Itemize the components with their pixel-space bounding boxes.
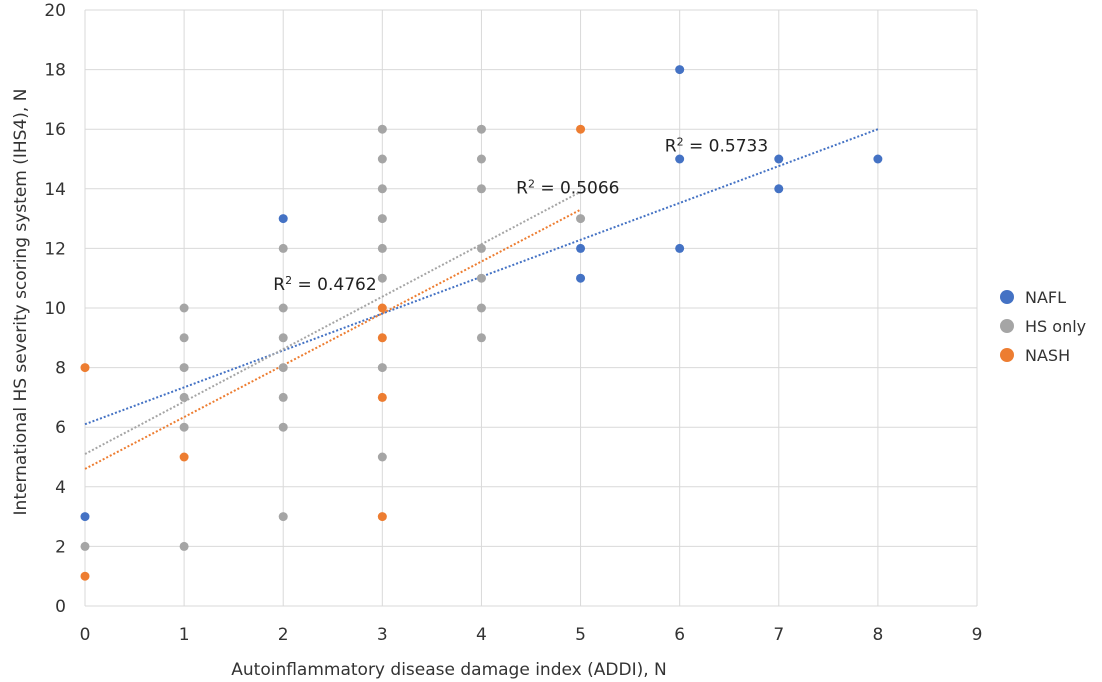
r2-label: R2 = 0.4762 xyxy=(273,274,376,296)
data-point xyxy=(179,363,189,373)
data-point xyxy=(476,184,486,194)
y-tick-label: 8 xyxy=(55,359,66,379)
data-point xyxy=(774,154,784,164)
data-point xyxy=(377,124,387,134)
x-tick-label: 2 xyxy=(278,625,289,645)
data-point xyxy=(80,363,90,373)
data-point xyxy=(179,303,189,313)
data-point xyxy=(476,154,486,164)
x-tick-label: 4 xyxy=(476,625,487,645)
data-point xyxy=(476,303,486,313)
data-point xyxy=(476,273,486,283)
grid-lines xyxy=(84,9,978,607)
y-axis-title: International HS severity scoring system… xyxy=(11,89,31,516)
legend-label: NAFL xyxy=(1025,288,1066,307)
r2-label: R2 = 0.5066 xyxy=(516,177,619,199)
y-tick-label: 2 xyxy=(55,537,66,557)
data-points xyxy=(80,65,883,581)
data-point xyxy=(377,154,387,164)
data-point xyxy=(873,154,883,164)
y-tick-label: 18 xyxy=(44,61,66,81)
y-tick-label: 14 xyxy=(44,180,66,200)
x-tick-label: 0 xyxy=(80,625,91,645)
x-tick-label: 1 xyxy=(179,625,190,645)
data-point xyxy=(80,541,90,551)
data-point xyxy=(576,243,586,253)
data-point xyxy=(774,184,784,194)
data-point xyxy=(377,333,387,343)
legend-label: HS only xyxy=(1025,317,1086,336)
y-tick-label: 12 xyxy=(44,239,66,259)
legend-label: NASH xyxy=(1025,346,1070,365)
r2-label: R2 = 0.5733 xyxy=(665,135,768,157)
data-point xyxy=(179,422,189,432)
x-tick-label: 5 xyxy=(575,625,586,645)
data-point xyxy=(278,303,288,313)
data-point xyxy=(377,392,387,402)
data-point xyxy=(476,124,486,134)
data-point xyxy=(377,303,387,313)
y-tick-label: 16 xyxy=(44,120,66,140)
data-point xyxy=(278,333,288,343)
trendline xyxy=(84,208,582,470)
data-point xyxy=(576,214,586,224)
data-point xyxy=(278,512,288,522)
legend-marker xyxy=(1000,348,1014,362)
data-point xyxy=(675,154,685,164)
data-point xyxy=(80,571,90,581)
data-point xyxy=(576,124,586,134)
data-point xyxy=(675,243,685,253)
data-point xyxy=(80,512,90,522)
y-tick-label: 4 xyxy=(55,478,66,498)
y-tick-label: 6 xyxy=(55,418,66,438)
data-point xyxy=(377,512,387,522)
x-tick-label: 7 xyxy=(773,625,784,645)
data-point xyxy=(576,273,586,283)
data-point xyxy=(278,363,288,373)
x-tick-label: 8 xyxy=(872,625,883,645)
x-tick-label: 6 xyxy=(674,625,685,645)
r2-labels: R2 = 0.5733 R2 = 0.5066 R2 = 0.4762 xyxy=(273,135,768,295)
data-point xyxy=(278,243,288,253)
legend: NAFL HS only NASH xyxy=(1000,288,1086,365)
data-point xyxy=(179,392,189,402)
data-point xyxy=(377,273,387,283)
y-tick-label: 0 xyxy=(55,597,66,617)
data-point xyxy=(179,333,189,343)
data-point xyxy=(278,392,288,402)
x-tick-label: 3 xyxy=(377,625,388,645)
trendline xyxy=(84,128,879,426)
data-point xyxy=(179,452,189,462)
y-tick-label: 10 xyxy=(44,299,66,319)
data-point xyxy=(377,214,387,224)
data-point xyxy=(476,243,486,253)
data-point xyxy=(675,65,685,75)
x-axis-title: Autoinflammatory disease damage index (A… xyxy=(231,660,666,680)
y-tick-label: 20 xyxy=(44,1,66,21)
data-point xyxy=(377,184,387,194)
data-point xyxy=(476,333,486,343)
legend-marker xyxy=(1000,290,1014,304)
trendline xyxy=(84,190,582,455)
data-point xyxy=(377,363,387,373)
data-point xyxy=(278,422,288,432)
trendlines xyxy=(84,128,879,470)
legend-marker xyxy=(1000,319,1014,333)
data-point xyxy=(377,452,387,462)
data-point xyxy=(278,214,288,224)
data-point xyxy=(377,243,387,253)
x-tick-label: 9 xyxy=(972,625,983,645)
data-point xyxy=(179,541,189,551)
